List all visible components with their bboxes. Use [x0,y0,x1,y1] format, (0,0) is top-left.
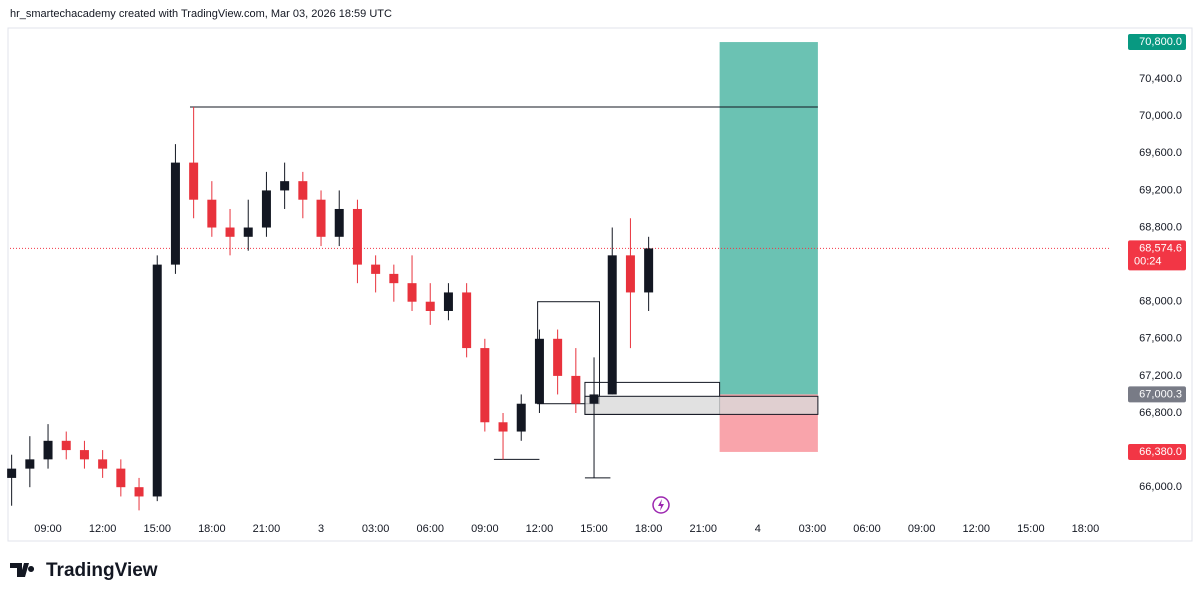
y-tick-label: 68,000.0 [1139,296,1182,308]
y-tick-label: 67,200.0 [1139,370,1182,382]
chart-frame [7,27,1193,542]
lightning-icon [652,496,670,514]
candle-body [534,338,544,404]
price-label: 66,380.0 [1139,446,1182,458]
y-tick-label: 69,600.0 [1139,147,1182,159]
candle-body [389,273,399,284]
x-tick-label: 15:00 [580,523,608,535]
x-tick-label: 18:00 [635,523,663,535]
price-label: 70,800.0 [1139,36,1182,48]
price-label: 67,000.3 [1139,388,1182,400]
candle-body [625,255,635,293]
x-tick-label: 15:00 [143,523,171,535]
x-tick-label: 3 [318,523,324,535]
candle-body [407,283,417,302]
candle-body [79,450,89,460]
x-tick-label: 18:00 [198,523,226,535]
candle-body [134,487,144,497]
candle-body [98,459,108,469]
icon-circle [652,496,670,514]
candle-body [644,248,654,293]
y-tick-label: 69,200.0 [1139,184,1182,196]
y-tick-label: 66,800.0 [1139,407,1182,419]
candle-body [25,459,35,469]
x-tick-label: 09:00 [908,523,936,535]
candle-body [607,255,617,395]
countdown: 00:24 [1134,255,1162,267]
candle-body [498,422,508,432]
candle-body [243,227,253,237]
price-label-box [1128,386,1186,403]
candle-body [225,227,235,237]
x-tick-label: 4 [755,523,761,535]
y-tick-label: 67,600.0 [1139,333,1182,345]
candle-body [116,468,126,488]
candle-body [571,375,581,404]
candle-body [425,301,435,311]
x-tick-label: 09:00 [471,523,499,535]
candle-body [462,292,472,349]
price-label-box [1128,443,1186,460]
candle-body [371,264,381,274]
current-price-box [1128,240,1186,271]
x-tick-label: 12:00 [526,523,554,535]
logo: TradingView [10,560,158,581]
candle-body [553,338,563,376]
x-tick-label: 15:00 [1017,523,1045,535]
logo-icon [10,563,35,577]
x-tick-label: 06:00 [853,523,881,535]
x-tick-label: 21:00 [689,523,717,535]
candle-body [43,440,53,460]
current-price-label: 68,574.6 [1139,242,1182,254]
candle-body [589,394,599,404]
x-tick-label: 03:00 [362,523,390,535]
candle-body [480,348,490,423]
candle-body [152,264,162,497]
brand: TradingView [46,560,158,581]
x-tick-label: 09:00 [34,523,62,535]
candle-body [352,208,362,265]
target-zone [719,42,818,395]
candle-body [7,468,17,478]
candle-body [61,440,71,451]
x-tick-label: 12:00 [89,523,117,535]
y-tick-label: 70,000.0 [1139,110,1182,122]
candle-body [170,162,180,265]
candle-body [443,292,453,311]
price-label-box [1128,34,1186,51]
candle-body [298,181,308,200]
y-tick-label: 68,800.0 [1139,221,1182,233]
x-tick-label: 21:00 [253,523,281,535]
candle-body [516,403,526,432]
candle-body [189,162,199,200]
candle-body [334,208,344,237]
x-tick-label: 18:00 [1072,523,1100,535]
icon-bolt [658,499,664,511]
candle-body [280,181,290,191]
candle-body [316,199,326,237]
header: hr_smartechacademy created with TradingV… [10,8,392,20]
candle-body [207,199,217,228]
x-tick-label: 06:00 [416,523,444,535]
y-tick-label: 66,000.0 [1139,481,1182,493]
x-tick-label: 03:00 [799,523,827,535]
candle-body [261,190,271,228]
drawing-box [584,395,819,415]
y-tick-label: 70,400.0 [1139,73,1182,85]
x-tick-label: 12:00 [962,523,990,535]
